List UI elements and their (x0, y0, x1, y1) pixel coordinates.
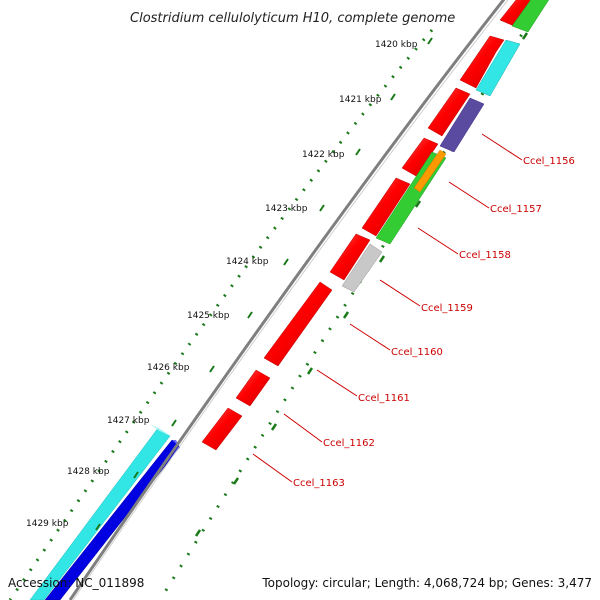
gene-label[interactable]: Ccel_1163 (293, 478, 345, 489)
gene-label[interactable]: Ccel_1161 (358, 393, 410, 404)
gene-label[interactable]: Ccel_1157 (490, 204, 542, 215)
kbp-label: 1426 kbp (147, 363, 190, 373)
map-title: Clostridium cellulolyticum H10, complete… (130, 11, 455, 26)
kbp-labels: 1420 kbp 1421 kbp 1422 kbp 1423 kbp 1424… (26, 40, 418, 529)
gene-label[interactable]: Ccel_1156 (523, 156, 575, 167)
kbp-label: 1420 kbp (375, 40, 418, 50)
kbp-label: 1424 kbp (226, 257, 269, 267)
gene-label[interactable]: Ccel_1162 (323, 438, 375, 449)
kbp-label: 1423 kbp (265, 204, 308, 214)
gene-label[interactable]: Ccel_1159 (421, 303, 473, 314)
cog-track (341, 0, 550, 293)
kbp-label: 1422 kbp (302, 150, 345, 160)
gene-labels: Ccel_1156 Ccel_1157 Ccel_1158 Ccel_1159 … (293, 156, 575, 489)
kbp-label: 1427 kbp (107, 416, 150, 426)
kbp-label: 1421 kbp (339, 95, 382, 105)
gene-label[interactable]: Ccel_1158 (459, 250, 511, 261)
kbp-label: 1429 kbp (26, 519, 69, 529)
kbp-label: 1425 kbp (187, 311, 230, 321)
genome-summary-text: Topology: circular; Length: 4,068,724 bp… (261, 576, 592, 590)
cds-track (201, 0, 533, 451)
label-leaders (252, 133, 523, 483)
backbone-arc (68, 0, 506, 600)
kbp-label: 1428 kbp (67, 467, 110, 477)
accession-text: Accession: NC_011898 (8, 576, 144, 590)
tick-scale (8, 29, 434, 600)
gene-label[interactable]: Ccel_1160 (391, 347, 443, 358)
